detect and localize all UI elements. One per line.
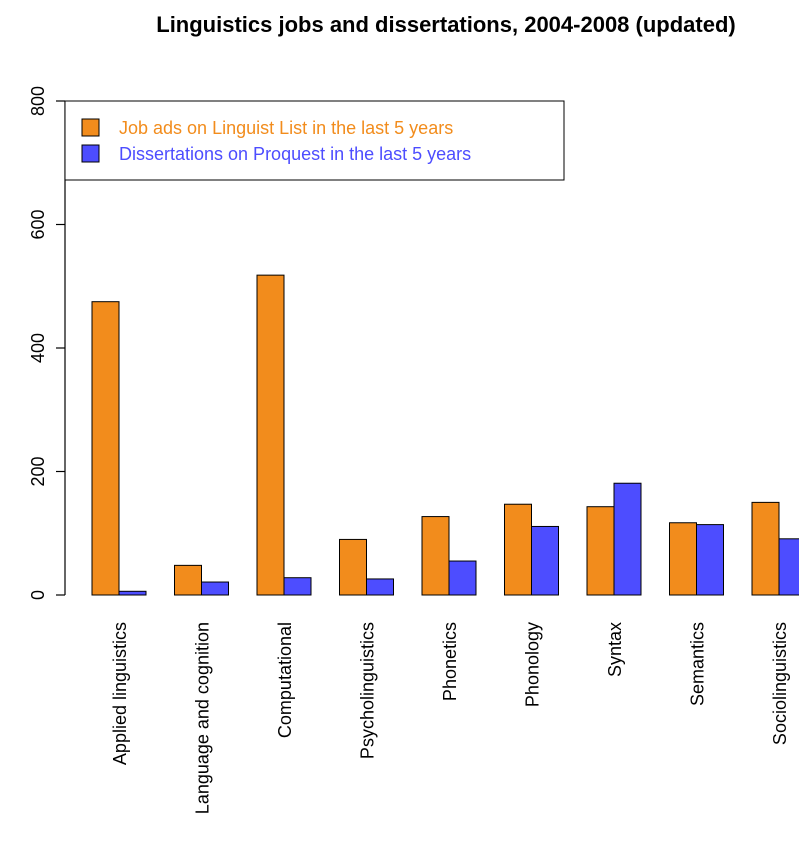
legend-label: Job ads on Linguist List in the last 5 y…	[119, 118, 453, 138]
bar-dissertations	[283, 577, 312, 596]
bar-dissertations	[778, 538, 799, 596]
category-label: Computational	[275, 622, 295, 738]
legend-label: Dissertations on Proquest in the last 5 …	[119, 144, 471, 164]
bar-job-ads	[504, 503, 532, 596]
y-axis: 0 200 400 600 800	[28, 86, 66, 600]
category-label: Psycholinguistics	[358, 622, 378, 759]
legend-swatch	[81, 144, 100, 163]
category-label: Sociolinguistics	[770, 622, 790, 745]
category-label: Phonetics	[440, 622, 460, 701]
bar-job-ads	[339, 538, 367, 596]
legend-swatch	[81, 118, 100, 137]
bar-job-ads	[421, 516, 450, 596]
bar-dissertations	[448, 560, 477, 596]
bar-job-ads	[174, 564, 202, 596]
category-labels: Applied linguistics Language and cognitio…	[110, 622, 790, 814]
y-tick-label: 800	[28, 86, 48, 116]
bar-job-ads	[751, 501, 780, 596]
legend-box	[64, 100, 565, 181]
bars	[91, 274, 799, 596]
bar-dissertations	[696, 524, 724, 596]
y-tick-label: 600	[28, 209, 48, 239]
bar-job-ads	[586, 506, 615, 596]
bar-dissertations	[613, 482, 642, 596]
bar-job-ads	[669, 522, 697, 596]
y-tick-label: 0	[28, 590, 48, 600]
bar-dissertations	[366, 578, 394, 596]
category-label: Semantics	[688, 622, 708, 706]
bar-job-ads	[256, 274, 285, 596]
y-tick-label: 200	[28, 456, 48, 486]
category-label: Language and cognition	[193, 622, 213, 814]
bar-dissertations	[531, 525, 559, 596]
category-label: Phonology	[523, 622, 543, 707]
y-tick-label: 400	[28, 333, 48, 363]
legend: Job ads on Linguist List in the last 5 y…	[64, 100, 565, 181]
chart-title: Linguistics jobs and dissertations, 2004…	[156, 12, 735, 37]
bar-job-ads	[91, 301, 120, 596]
bar-dissertations	[201, 581, 229, 596]
category-label: Syntax	[605, 622, 625, 677]
bar-dissertations	[118, 590, 147, 596]
category-label: Applied linguistics	[110, 622, 130, 765]
